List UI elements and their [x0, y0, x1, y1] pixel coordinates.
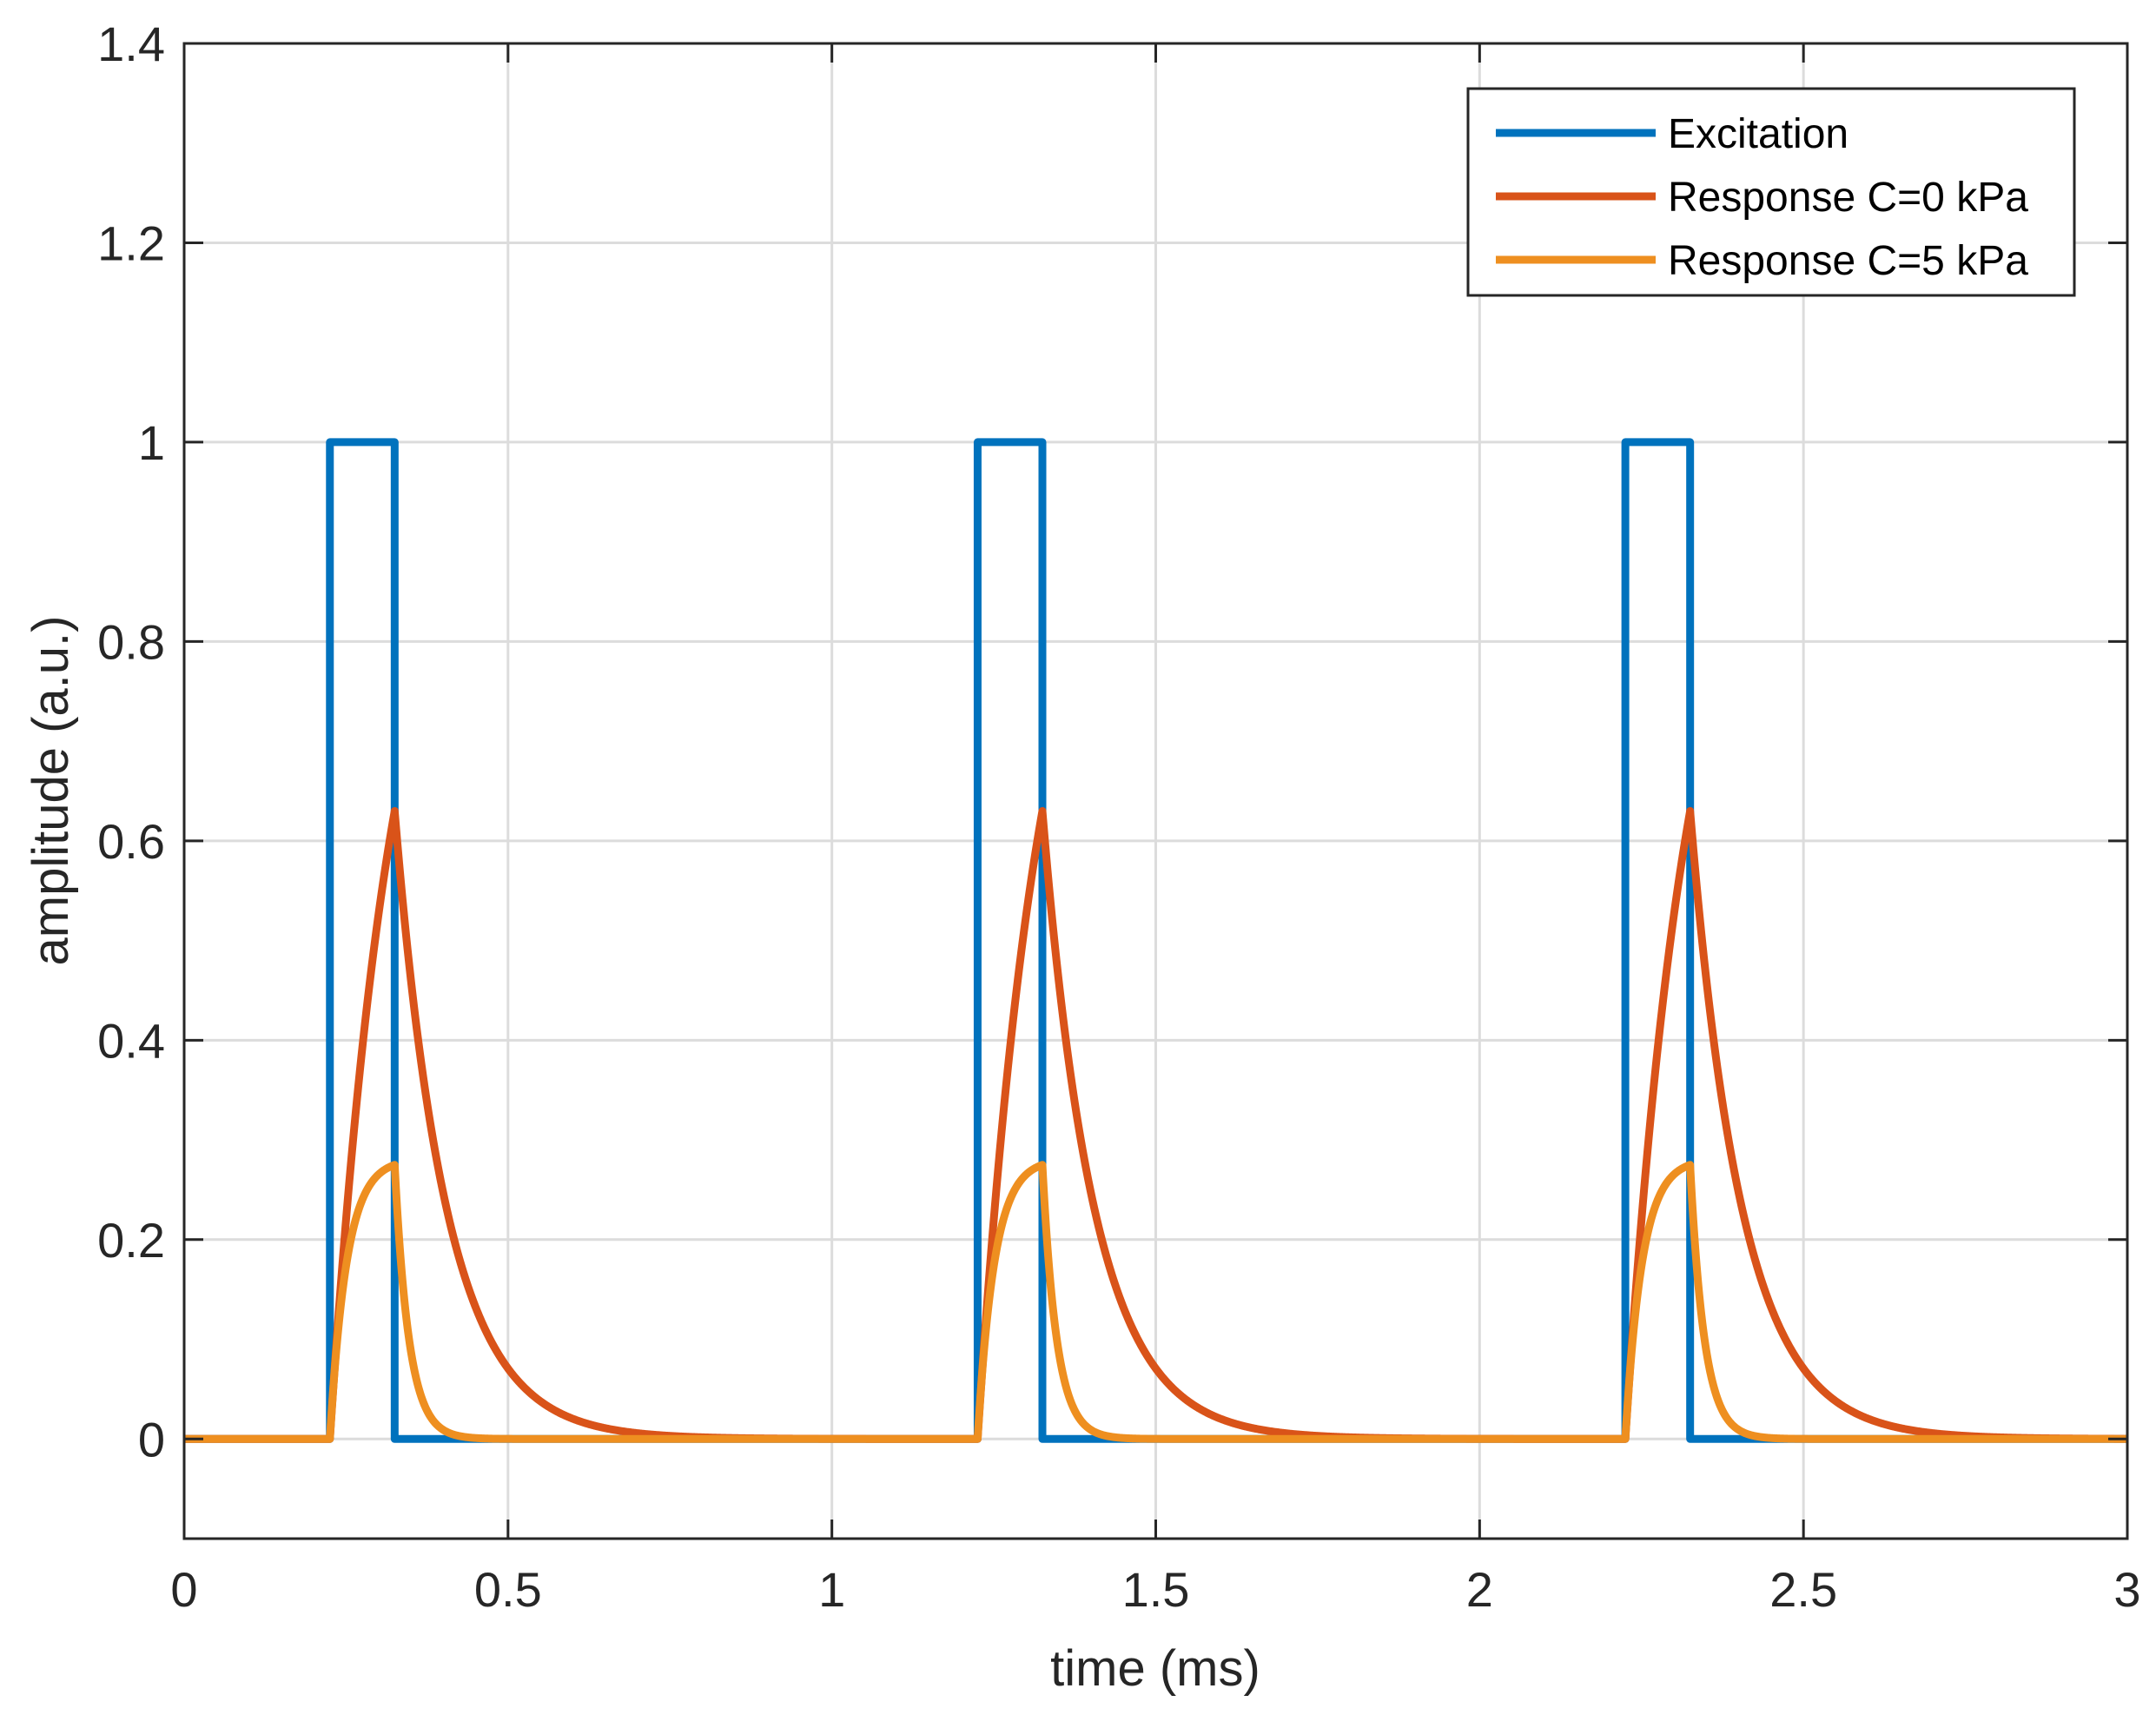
legend-label-response-c0: Response C=0 kPa: [1668, 175, 2028, 221]
x-tick-label: 2.5: [1769, 1562, 1837, 1617]
y-tick-label: 1.4: [97, 17, 165, 71]
y-tick-label: 0.8: [97, 614, 165, 669]
x-tick-label: 2: [1466, 1562, 1493, 1617]
x-tick-label: 1: [818, 1562, 845, 1617]
series-lines: [181, 438, 2131, 1443]
legend-label-excitation: Excitation: [1668, 111, 1848, 157]
y-tick-label: 0.4: [97, 1013, 165, 1068]
series-line-response-c-0-kpa: [181, 806, 2131, 1443]
x-tick-label: 1.5: [1122, 1562, 1190, 1617]
ticks: [182, 42, 2129, 1539]
legend-label-response-c5: Response C=5 kPa: [1668, 238, 2028, 284]
series-line-response-c-5-kpa: [181, 1161, 2131, 1443]
x-axis-label: time (ms): [1050, 1640, 1260, 1697]
x-tick-label: 0: [170, 1562, 197, 1617]
y-tick-label: 1.2: [97, 215, 165, 270]
series-line-excitation: [184, 438, 2127, 1443]
x-tick-labels: 0 0.5 1 1.5 2 2.5 3: [170, 1562, 2140, 1617]
y-tick-label: 0: [138, 1412, 165, 1467]
y-axis-label: amplitude (a.u.): [23, 616, 79, 966]
x-tick-label: 3: [2113, 1562, 2140, 1617]
y-tick-label: 0.6: [97, 814, 165, 869]
y-tick-labels: 0 0.2 0.4 0.6 0.8 1 1.2 1.4: [97, 17, 165, 1467]
y-tick-label: 1: [138, 415, 165, 470]
x-tick-label: 0.5: [474, 1562, 542, 1617]
legend: Excitation Response C=0 kPa Response C=5…: [1466, 87, 2076, 297]
y-tick-label: 0.2: [97, 1213, 165, 1268]
